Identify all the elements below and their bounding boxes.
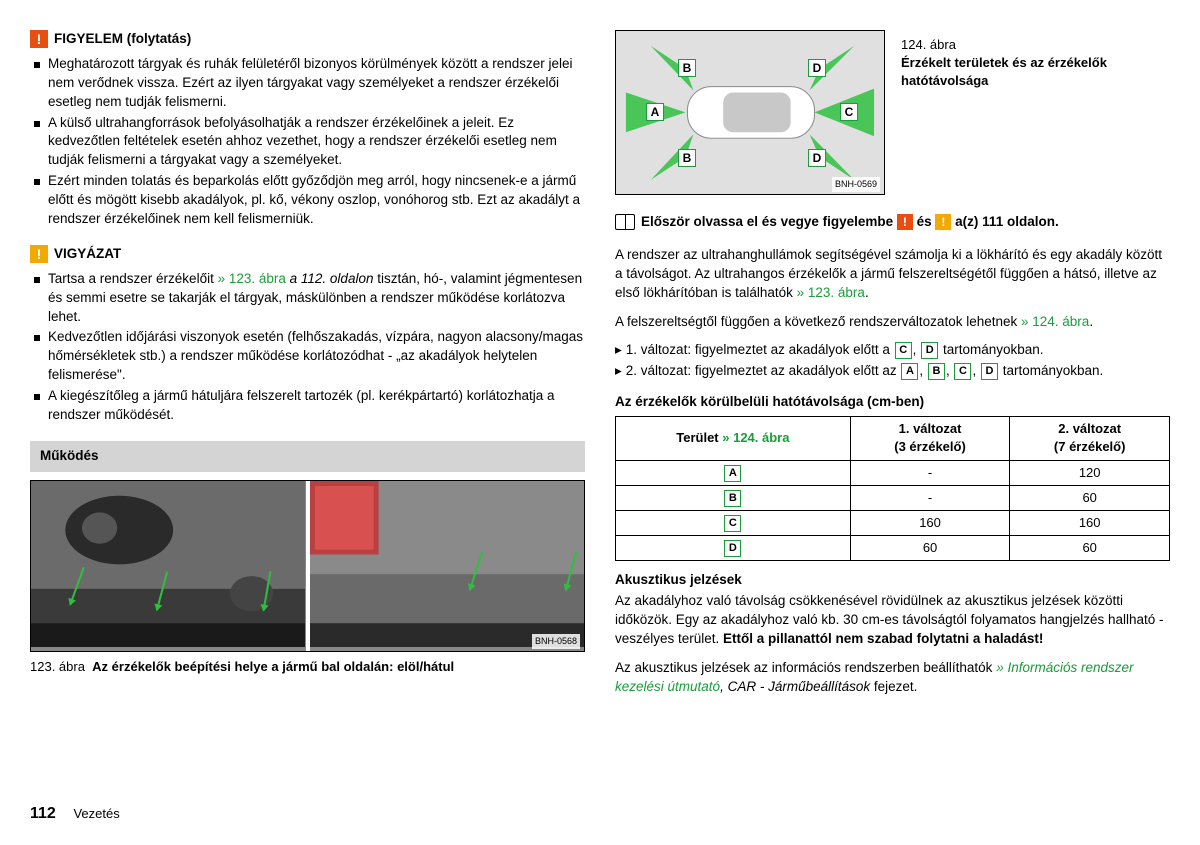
inline-zone-d: D bbox=[921, 342, 938, 359]
figure-124: A B B C D D BNH-0569 bbox=[615, 30, 885, 195]
alert-vigyazat-title: ! VIGYÁZAT bbox=[30, 245, 585, 264]
table-zone-label: D bbox=[724, 540, 741, 557]
range-table: Terület » 124. ábra 1. változat(3 érzéke… bbox=[615, 416, 1170, 561]
page-number: 112 bbox=[30, 805, 56, 822]
figure-id-label: BNH-0569 bbox=[832, 177, 880, 192]
figure-123-caption: 123. ábra Az érzékelők beépítési helye a… bbox=[30, 658, 585, 676]
table-row: D6060 bbox=[616, 536, 1170, 561]
paragraph: A rendszer az ultrahanghullámok segítség… bbox=[615, 246, 1170, 303]
variant-1: ▸ 1. változat: figyelmeztet az akadályok… bbox=[615, 341, 1170, 360]
table-head-v2: 2. változat(7 érzékelő) bbox=[1010, 417, 1170, 460]
figure-123-rear: BNH-0568 bbox=[310, 481, 585, 651]
page-section: Vezetés bbox=[73, 806, 119, 821]
right-column: A B B C D D BNH-0569 124. ábra Érzékelt … bbox=[615, 30, 1170, 825]
table-row: B-60 bbox=[616, 485, 1170, 510]
inline-zone-c: C bbox=[954, 363, 971, 380]
zone-label-a: A bbox=[646, 103, 664, 121]
table-zone-label: B bbox=[724, 490, 741, 507]
table-row: A-120 bbox=[616, 460, 1170, 485]
inline-zone-a: A bbox=[901, 363, 918, 380]
read-first-line: Először olvassa el és vegye figyelembe !… bbox=[615, 213, 1170, 232]
car-front-illustration bbox=[31, 481, 305, 648]
left-column: ! FIGYELEM (folytatás) Meghatározott tár… bbox=[30, 30, 585, 825]
car-rear-illustration bbox=[310, 481, 584, 648]
alert-figyelem-title: ! FIGYELEM (folytatás) bbox=[30, 30, 585, 49]
figure-id-label: BNH-0568 bbox=[532, 634, 580, 649]
alert2-title-text: VIGYÁZAT bbox=[54, 245, 121, 264]
warning-icon: ! bbox=[30, 30, 48, 48]
alert1-title-text: FIGYELEM (folytatás) bbox=[54, 30, 191, 49]
page-footer: 112 Vezetés bbox=[30, 783, 585, 825]
caution-icon: ! bbox=[30, 245, 48, 263]
paragraph: A felszereltségtől függően a következő r… bbox=[615, 313, 1170, 332]
zone-label-b2: B bbox=[678, 149, 696, 167]
zone-label-b: B bbox=[678, 59, 696, 77]
figure-123: BNH-0568 bbox=[30, 480, 585, 652]
alert1-list: Meghatározott tárgyak és ruhák felületér… bbox=[34, 55, 585, 231]
link-fig124: » 124. ábra bbox=[1021, 314, 1089, 329]
alert1-item: Meghatározott tárgyak és ruhák felületér… bbox=[34, 55, 585, 112]
alert2-list: Tartsa a rendszer érzékelőit » 123. ábra… bbox=[34, 270, 585, 427]
zone-label-c: C bbox=[840, 103, 858, 121]
table-row: C160160 bbox=[616, 510, 1170, 535]
link-fig123: » 123. ábra bbox=[218, 271, 286, 286]
link-fig123: » 123. ábra bbox=[797, 285, 865, 300]
zone-label-d: D bbox=[808, 59, 826, 77]
section-heading: Működés bbox=[30, 441, 585, 472]
alert2-item: A kiegészítőleg a jármű hátuljára felsze… bbox=[34, 387, 585, 425]
book-icon bbox=[615, 214, 635, 230]
paragraph: Az akadályhoz való távolság csökkenéséve… bbox=[615, 592, 1170, 649]
zone-label-d2: D bbox=[808, 149, 826, 167]
figure-123-front bbox=[31, 481, 306, 651]
warning-icon: ! bbox=[897, 214, 913, 230]
table-zone-label: A bbox=[724, 465, 741, 482]
inline-zone-c: C bbox=[895, 342, 912, 359]
alert1-item: Ezért minden tolatás és beparkolás előtt… bbox=[34, 172, 585, 229]
alert2-item: Tartsa a rendszer érzékelőit » 123. ábra… bbox=[34, 270, 585, 327]
inline-zone-b: B bbox=[928, 363, 945, 380]
inline-zone-d: D bbox=[981, 363, 998, 380]
table-head-v1: 1. változat(3 érzékelő) bbox=[850, 417, 1010, 460]
table-head-area: Terület » 124. ábra bbox=[616, 417, 851, 460]
acoustic-heading: Akusztikus jelzések bbox=[615, 571, 1170, 590]
table-title: Az érzékelők körülbelüli hatótávolsága (… bbox=[615, 393, 1170, 412]
variant-2: ▸ 2. változat: figyelmeztet az akadályok… bbox=[615, 362, 1170, 381]
table-zone-label: C bbox=[724, 515, 741, 532]
caution-icon: ! bbox=[935, 214, 951, 230]
alert2-item: Kedvezőtlen időjárási viszonyok esetén (… bbox=[34, 328, 585, 385]
figure-124-caption: 124. ábra Érzékelt területek és az érzék… bbox=[901, 30, 1170, 195]
alert1-item: A külső ultrahangforrások befolyásolhatj… bbox=[34, 114, 585, 171]
paragraph: Az akusztikus jelzések az információs re… bbox=[615, 659, 1170, 697]
